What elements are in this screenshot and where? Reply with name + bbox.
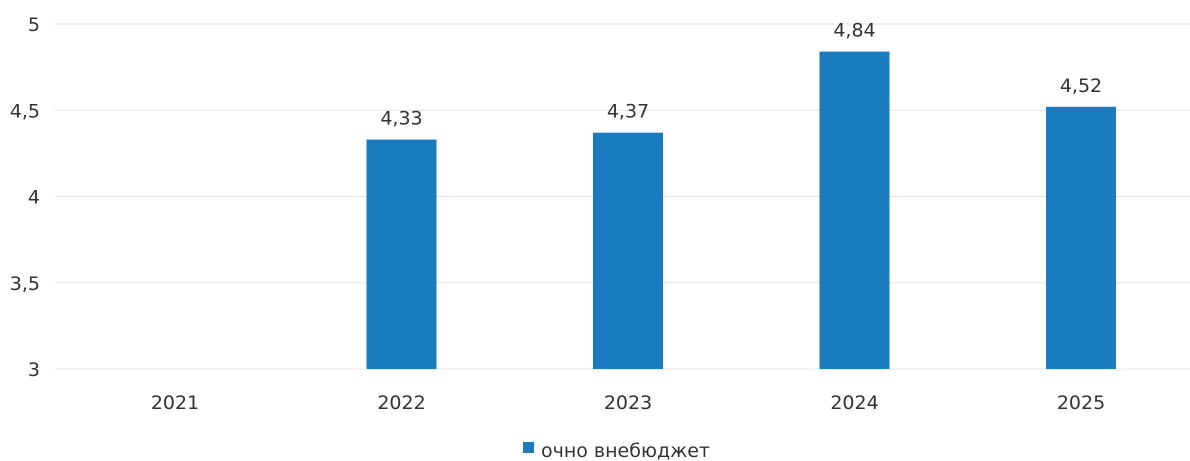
y-tick-label: 3 xyxy=(28,359,40,381)
x-tick-label: 2025 xyxy=(1057,392,1105,414)
legend-label: очно внебюджет xyxy=(541,440,710,461)
x-tick-label: 2023 xyxy=(604,392,652,414)
x-axis-ticks: 2021 2022 2023 2024 2025 xyxy=(151,392,1105,414)
y-tick-label: 5 xyxy=(28,14,40,36)
bars xyxy=(366,51,1116,370)
y-tick-label: 3,5 xyxy=(10,273,40,295)
x-tick-label: 2024 xyxy=(830,392,878,414)
legend: очно внебюджет xyxy=(523,440,710,461)
y-tick-label: 4 xyxy=(28,187,40,209)
data-label: 4,37 xyxy=(607,101,649,123)
bar xyxy=(819,51,890,369)
bar xyxy=(1046,106,1116,370)
data-label: 4,52 xyxy=(1060,75,1102,97)
bar xyxy=(593,132,663,369)
y-tick-label: 4,5 xyxy=(10,100,40,122)
legend-swatch xyxy=(523,442,534,453)
bar xyxy=(366,139,437,369)
y-axis-ticks: 3 3,5 4 4,5 5 xyxy=(10,14,40,381)
data-label: 4,84 xyxy=(833,20,875,42)
x-tick-label: 2021 xyxy=(151,392,199,414)
data-labels: 4,33 4,37 4,84 4,52 xyxy=(380,20,1102,130)
data-label: 4,33 xyxy=(380,108,422,130)
x-tick-label: 2022 xyxy=(377,392,425,414)
